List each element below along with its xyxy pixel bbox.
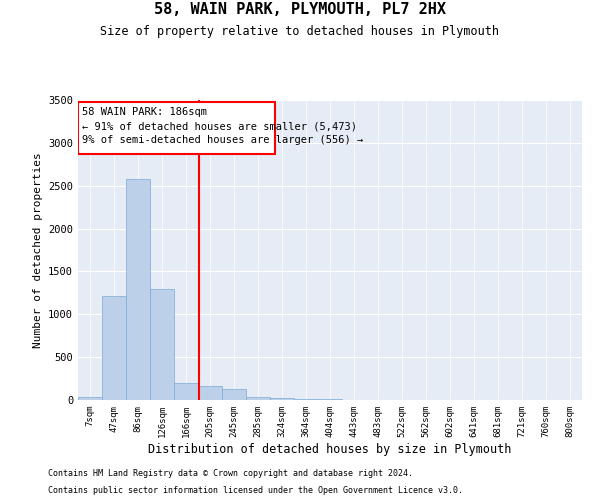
Bar xyxy=(78,398,102,400)
Bar xyxy=(270,398,294,400)
Text: Contains public sector information licensed under the Open Government Licence v3: Contains public sector information licen… xyxy=(48,486,463,495)
Text: Contains HM Land Registry data © Crown copyright and database right 2024.: Contains HM Land Registry data © Crown c… xyxy=(48,468,413,477)
Text: Distribution of detached houses by size in Plymouth: Distribution of detached houses by size … xyxy=(148,442,512,456)
Bar xyxy=(222,389,246,400)
Bar xyxy=(174,383,198,400)
Bar xyxy=(246,398,270,400)
Bar xyxy=(126,179,150,400)
Y-axis label: Number of detached properties: Number of detached properties xyxy=(32,152,43,348)
Bar xyxy=(79,102,275,154)
Text: 9% of semi-detached houses are larger (556) →: 9% of semi-detached houses are larger (5… xyxy=(82,135,364,145)
Bar xyxy=(150,288,174,400)
Bar xyxy=(294,399,318,400)
Bar xyxy=(198,386,222,400)
Text: 58, WAIN PARK, PLYMOUTH, PL7 2HX: 58, WAIN PARK, PLYMOUTH, PL7 2HX xyxy=(154,2,446,18)
Text: Size of property relative to detached houses in Plymouth: Size of property relative to detached ho… xyxy=(101,25,499,38)
Bar xyxy=(318,399,342,400)
Text: ← 91% of detached houses are smaller (5,473): ← 91% of detached houses are smaller (5,… xyxy=(82,122,357,132)
Text: 58 WAIN PARK: 186sqm: 58 WAIN PARK: 186sqm xyxy=(82,107,207,117)
Bar xyxy=(102,296,126,400)
